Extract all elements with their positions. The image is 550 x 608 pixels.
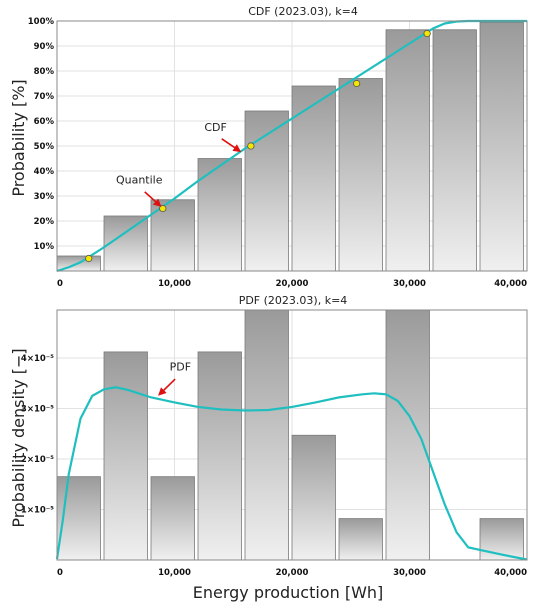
pdf-plot-frame	[56, 309, 528, 561]
cdf-bar-5	[291, 85, 336, 272]
pdf-curve	[55, 386, 528, 561]
cdf-y-tick-label: 20%	[34, 217, 55, 227]
pdf-bar-7	[385, 309, 430, 561]
pdf-y-tick-label: 2×10⁻⁵	[21, 455, 54, 465]
pdf-x-tick-label: 10,000	[158, 568, 191, 578]
cdf-y-tick-label: 40%	[34, 167, 55, 177]
pdf-y-tick-label: 4×10⁻⁵	[21, 354, 54, 364]
pdf-bar-5	[291, 434, 336, 561]
pdf-bar-6	[338, 518, 383, 561]
cdf-bar-4	[244, 110, 289, 272]
cdf-annotation-arrow	[144, 191, 162, 207]
pdf-y-tick-label: 1×10⁻⁵	[21, 505, 54, 515]
pdf-bar-3	[197, 351, 242, 561]
cdf-marker-0	[85, 254, 93, 263]
pdf-x-tick-label: 20,000	[276, 568, 309, 578]
pdf-x-tick-label: 40,000	[494, 568, 527, 578]
pdf-title: PDF (2023.03), k=4	[239, 294, 348, 307]
cdf-y-tick-label: 80%	[34, 67, 55, 77]
cdf-marker-2	[247, 142, 255, 150]
cdf-chart: CDF (2023.03), k=4 Quantile CDF 10% 20% 30%…	[9, 5, 528, 289]
cdf-y-tick-label: 10%	[34, 242, 55, 252]
cdf-bar-1	[103, 215, 148, 272]
cdf-x-tick-label: 30,000	[393, 279, 426, 289]
cdf-y-tick-label: 90%	[34, 42, 55, 52]
pdf-y-axis-label: Probability density [−]	[9, 348, 28, 527]
pdf-y-tick-label: 3×10⁻⁵	[21, 404, 54, 414]
pdf-y-ticks: 1×10⁻⁵ 2×10⁻⁵ 3×10⁻⁵ 4×10⁻⁵	[21, 354, 54, 516]
cdf-annotations: Quantile CDF	[116, 121, 242, 207]
cdf-bar-9	[479, 21, 524, 272]
cdf-y-ticks: 10% 20% 30% 40% 50% 60% 70% 80% 90% 100%	[28, 17, 55, 252]
pdf-x-axis-label: Energy production [Wh]	[193, 583, 384, 602]
cdf-annotation-label: CDF	[204, 121, 226, 134]
pdf-bar-1	[103, 351, 148, 561]
cdf-x-tick-label: 20,000	[276, 279, 309, 289]
cdf-bars	[56, 21, 524, 272]
cdf-annotation-arrow	[221, 138, 242, 153]
cdf-annotation-label: Quantile	[116, 174, 163, 187]
cdf-y-tick-label: 100%	[28, 17, 55, 27]
pdf-bars	[56, 309, 524, 561]
pdf-bar-9	[479, 518, 524, 561]
pdf-bar-2	[150, 476, 195, 561]
cdf-y-tick-label: 70%	[34, 92, 55, 102]
pdf-annotation-label: PDF	[170, 361, 191, 374]
pdf-annotations: PDF	[158, 361, 191, 396]
cdf-marker-1	[159, 204, 167, 213]
cdf-y-axis-label: Probability [%]	[9, 79, 28, 196]
cdf-bar-7	[385, 29, 430, 272]
pdf-x-ticks: 0 10,000 20,000 30,000 40,000	[57, 568, 527, 578]
cdf-y-tick-label: 60%	[34, 117, 55, 127]
pdf-x-tick-label: 0	[57, 568, 63, 578]
cdf-plot-frame	[56, 20, 528, 272]
cdf-bar-6	[338, 78, 383, 272]
cdf-bar-8	[432, 29, 477, 272]
cdf-marker-3	[353, 79, 361, 88]
cdf-x-tick-label: 40,000	[494, 279, 527, 289]
cdf-curve	[56, 19, 527, 273]
cdf-x-tick-label: 10,000	[158, 279, 191, 289]
pdf-x-tick-label: 30,000	[393, 568, 426, 578]
cdf-quantile-markers	[85, 29, 431, 263]
cdf-y-tick-label: 30%	[34, 192, 55, 202]
cdf-title: CDF (2023.03), k=4	[248, 5, 358, 18]
pdf-bar-4	[244, 309, 289, 561]
pdf-chart: PDF (2023.03), k=4 PDF 1×10⁻⁵ 2×10⁻⁵ 3×10⁻…	[9, 294, 528, 602]
cdf-x-tick-label: 0	[57, 279, 63, 289]
cdf-marker-4	[423, 29, 431, 38]
pdf-annotation-arrow	[158, 378, 176, 396]
cdf-y-tick-label: 50%	[34, 142, 55, 152]
cdf-x-ticks: 0 10,000 20,000 30,000 40,000	[57, 279, 527, 289]
